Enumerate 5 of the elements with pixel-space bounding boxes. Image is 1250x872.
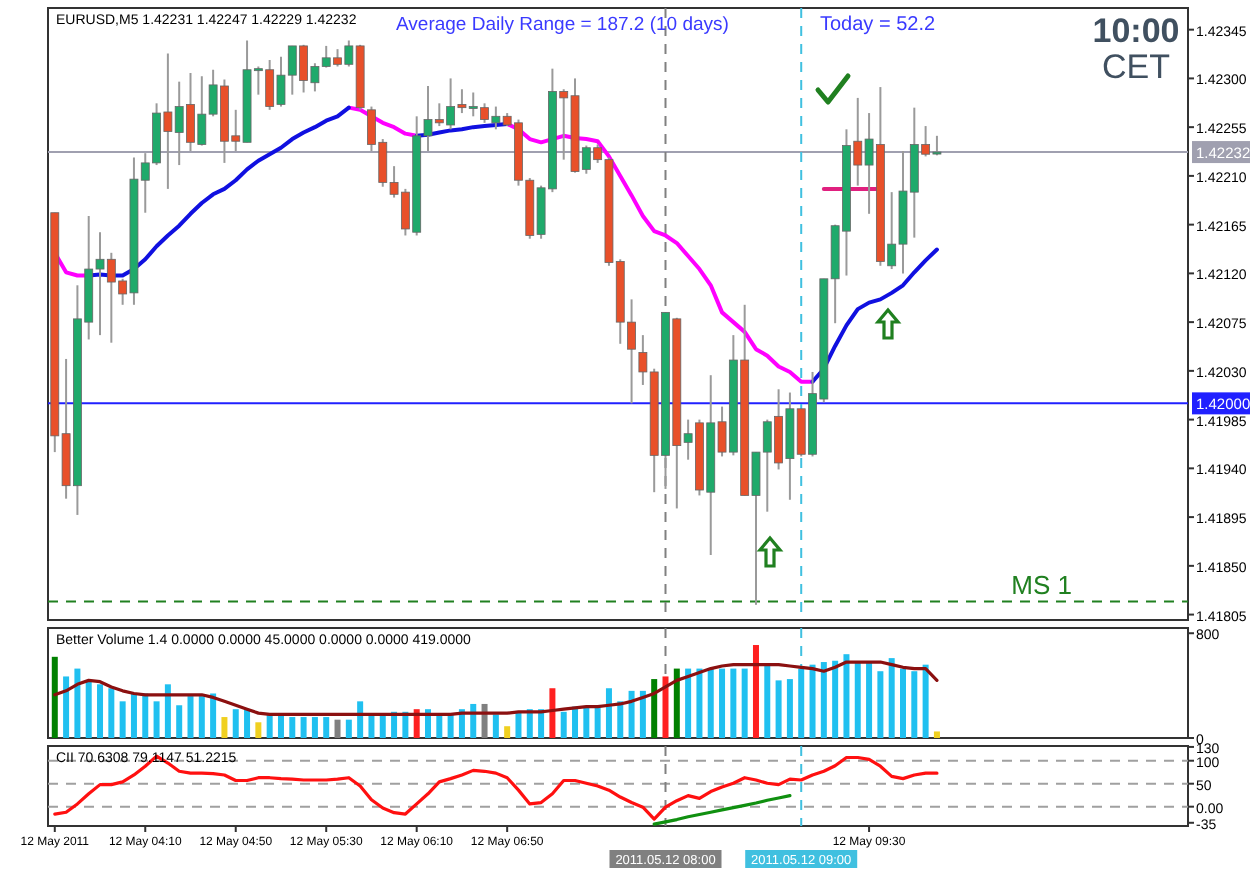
ref-line-label: MS 1 [1011,569,1072,600]
annotation: Average Daily Range = 187.2 (10 days) [396,14,729,36]
annotation: CET [1102,48,1170,86]
annotation: Today = 52.2 [820,14,936,36]
annotation: 10:00 [1092,12,1180,50]
